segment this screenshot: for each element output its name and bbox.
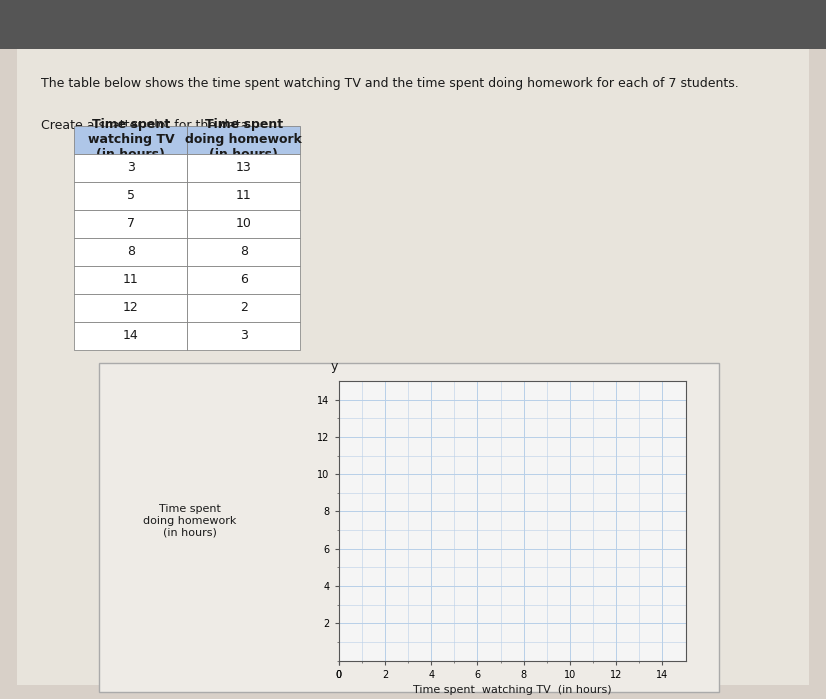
Text: Create a scatter plot for the data.: Create a scatter plot for the data. — [41, 119, 253, 132]
Text: Time spent
doing homework
(in hours): Time spent doing homework (in hours) — [143, 504, 237, 538]
FancyBboxPatch shape — [99, 363, 719, 692]
Bar — [0, 0, 826, 49]
Text: The table below shows the time spent watching TV and the time spent doing homewo: The table below shows the time spent wat… — [41, 77, 739, 90]
Text: y: y — [331, 359, 339, 373]
X-axis label: Time spent  watching TV  (in hours): Time spent watching TV (in hours) — [413, 685, 611, 695]
FancyBboxPatch shape — [17, 14, 809, 685]
